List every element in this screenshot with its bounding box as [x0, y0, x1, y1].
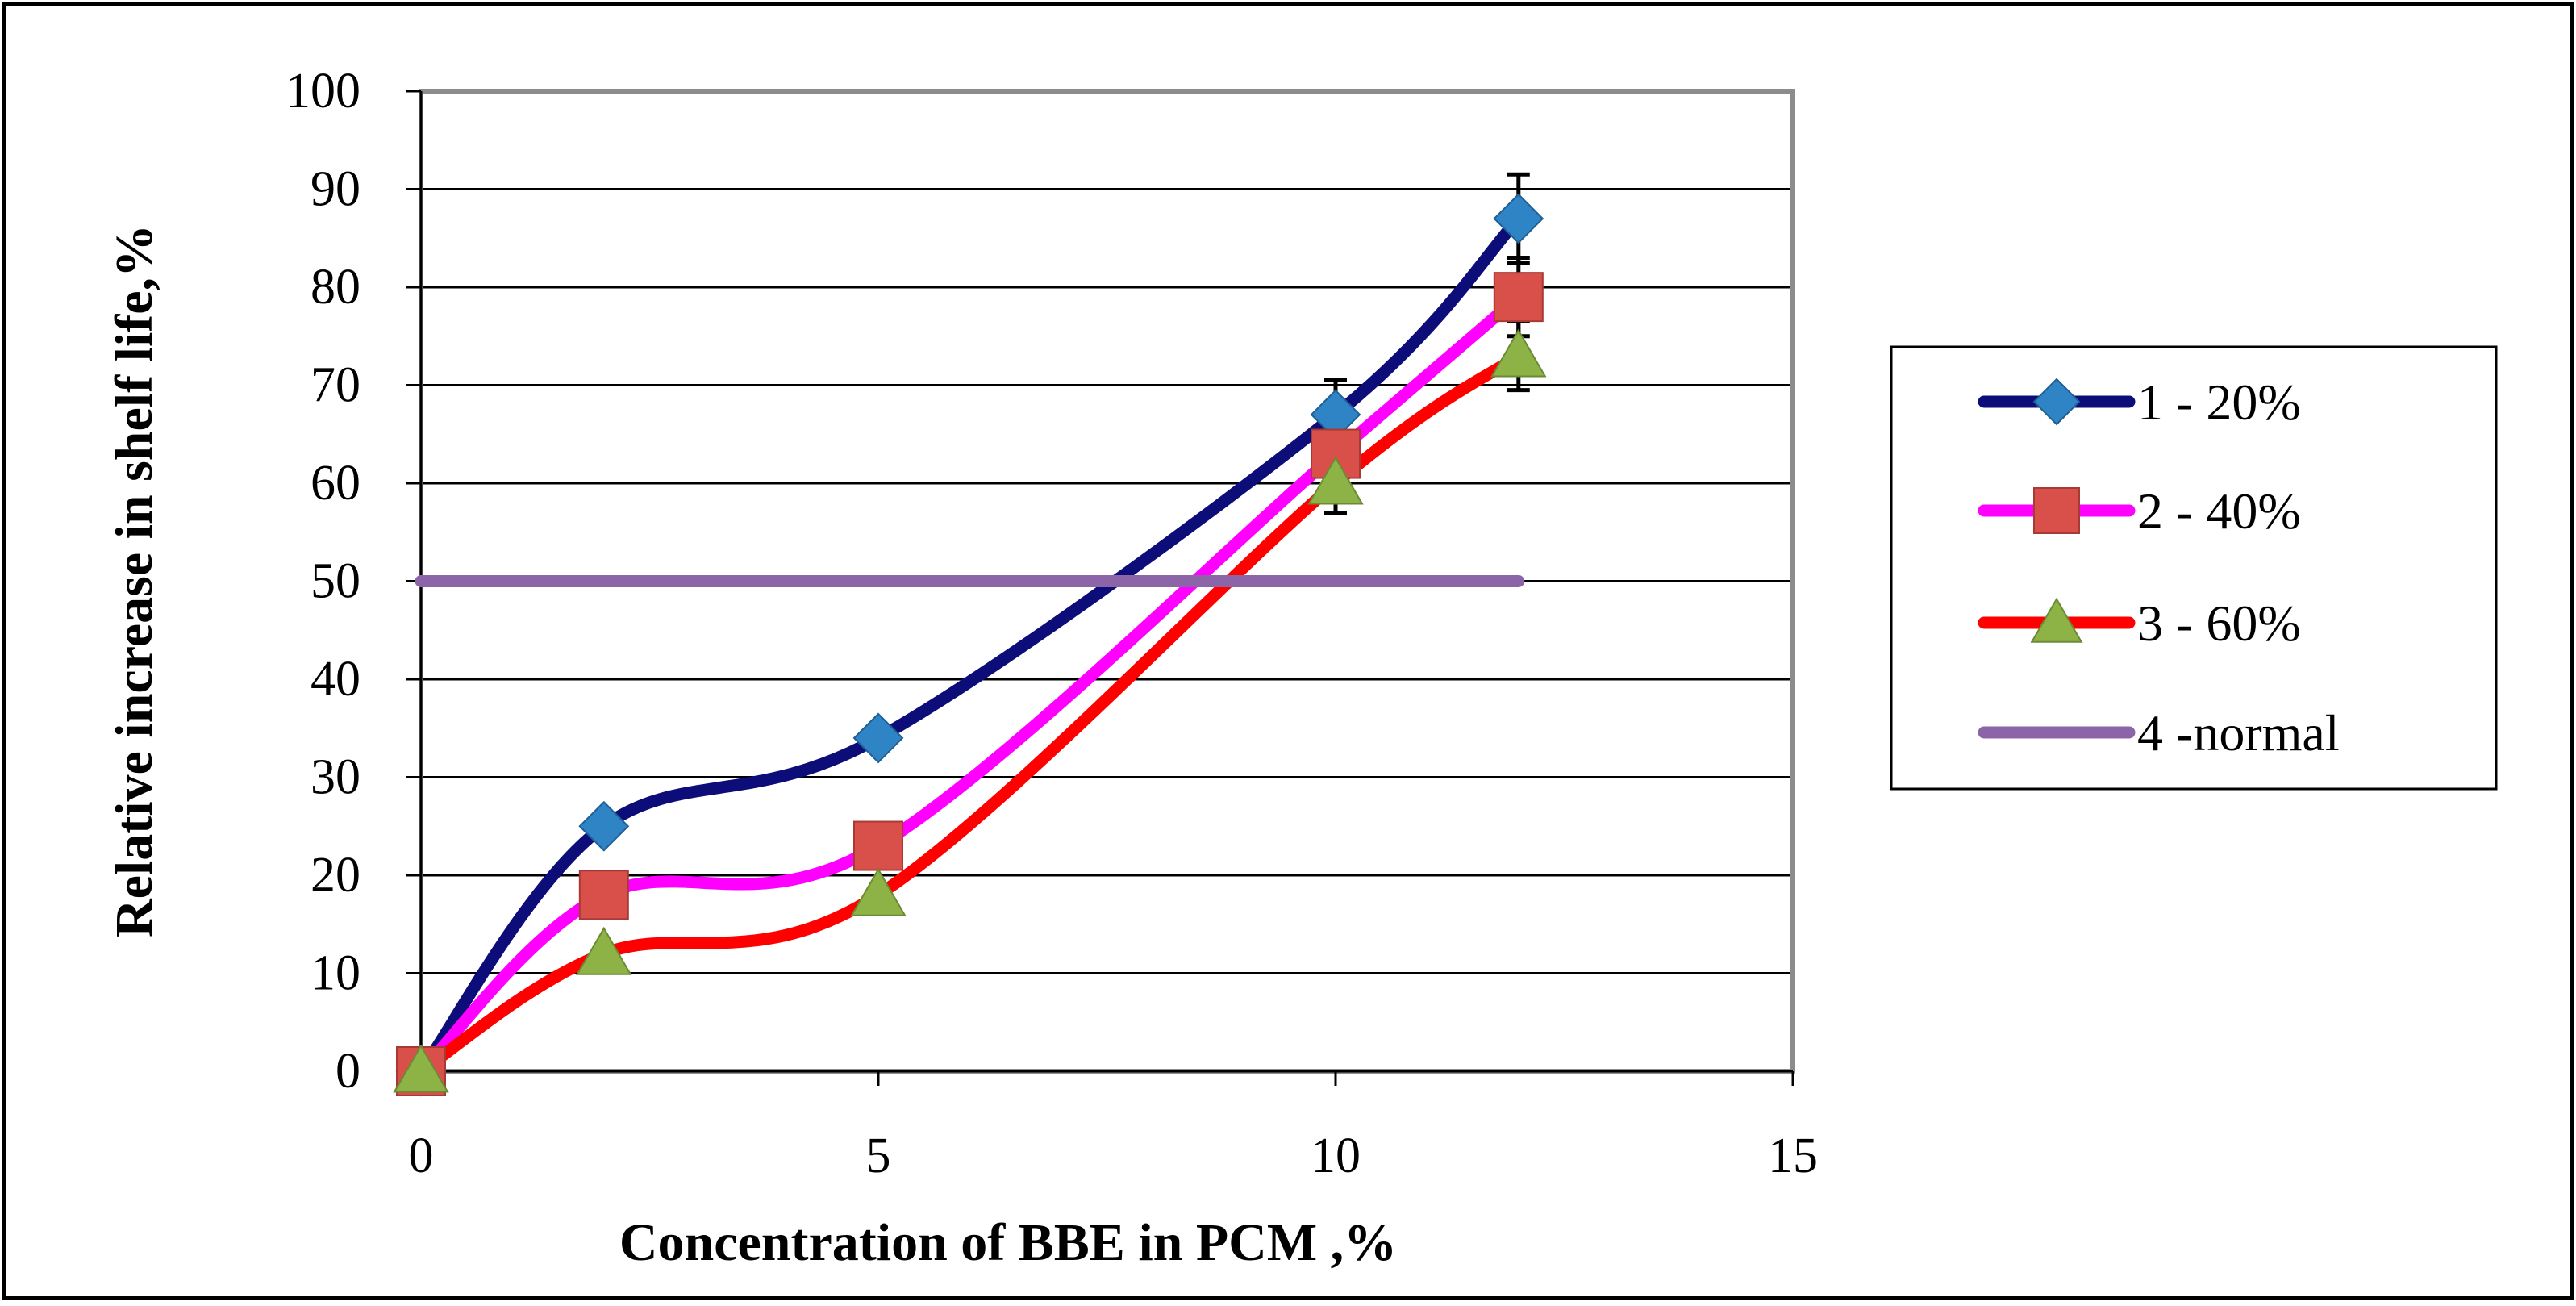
y-tick-label: 100	[286, 64, 361, 119]
series-line-1	[415, 212, 1525, 1078]
legend-swatch-marker-1	[2032, 378, 2081, 426]
legend-swatch-marker-3	[2030, 597, 2083, 643]
y-tick-label: 20	[311, 848, 361, 903]
grid	[421, 188, 1793, 974]
y-tick-label: 60	[311, 456, 361, 511]
legend-label-3: 3 - 60%	[2137, 595, 2301, 652]
data-point-series-2	[578, 870, 629, 920]
legend-swatch-marker-2	[2033, 487, 2080, 534]
legend-label-1: 1 - 20%	[2137, 373, 2301, 431]
x-tick-label: 5	[866, 1129, 891, 1183]
legend-label-2: 2 - 40%	[2137, 482, 2301, 540]
data-point-series-1	[852, 712, 904, 764]
data-point-series-1	[1493, 193, 1544, 244]
x-axis-title: Concentration of BBE in PCM ,%	[619, 1213, 1397, 1272]
y-tick-label: 50	[311, 554, 361, 609]
data-point-series-2	[853, 820, 903, 871]
legend-label-4: 4 -normal	[2137, 704, 2340, 761]
data-point-series-1	[578, 800, 630, 852]
y-tick-label: 0	[336, 1044, 361, 1099]
axes: 0 10 20 30 40 50 60 70 80 90 100 0 5 10 15	[286, 64, 1818, 1183]
data-point-series-3	[576, 926, 632, 975]
series-line-3	[415, 349, 1525, 1078]
x-tick-label: 15	[1768, 1129, 1818, 1183]
x-tick-label: 0	[409, 1129, 434, 1183]
data-point-series-3	[1307, 456, 1364, 505]
data-point-series-3	[1490, 328, 1547, 378]
data-point-series-3	[393, 1044, 449, 1093]
series-line-2	[415, 290, 1525, 1078]
x-tick-label: 10	[1311, 1129, 1361, 1183]
series	[415, 172, 1530, 1078]
y-axis-title: Relative increase in shelf life,%	[105, 224, 164, 937]
y-tick-label: 80	[311, 260, 361, 315]
y-tick-label: 40	[311, 652, 361, 707]
legend: 1 - 20% 2 - 40% 3 - 60% 4 -normal	[1890, 345, 2498, 791]
y-tick-label: 90	[311, 162, 361, 217]
data-point-series-3	[850, 867, 907, 916]
markers	[393, 193, 1547, 1097]
y-tick-label: 10	[311, 946, 361, 1001]
y-tick-label: 30	[311, 750, 361, 805]
data-point-series-2	[1493, 272, 1544, 323]
y-tick-label: 70	[311, 358, 361, 413]
legend-box	[1890, 345, 2498, 791]
